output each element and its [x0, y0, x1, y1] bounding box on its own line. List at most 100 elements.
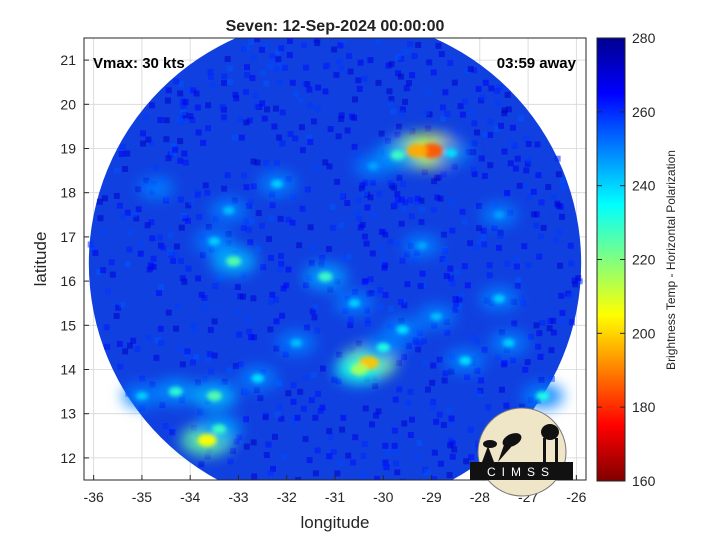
swath-speckle [398, 299, 405, 306]
swath-speckle [244, 389, 251, 396]
swath-speckle [554, 155, 561, 162]
swath-speckle [551, 193, 558, 200]
swath-speckle [559, 309, 566, 316]
swath-speckle [236, 434, 243, 441]
swath-speckle [418, 219, 425, 226]
swath-speckle [259, 70, 266, 77]
swath-speckle [524, 160, 531, 167]
swath-speckle [164, 97, 171, 104]
swath-speckle [398, 109, 405, 116]
x-tick-label: -31 [325, 489, 345, 505]
swath-speckle [262, 414, 269, 421]
swath-speckle [96, 198, 103, 205]
swath-speckle [526, 193, 533, 200]
convection-core-mark [376, 342, 391, 353]
swath-speckle [346, 52, 353, 59]
swath-speckle [476, 225, 483, 232]
swath-speckle [513, 263, 520, 270]
swath-speckle [464, 374, 471, 381]
swath-speckle [390, 108, 397, 115]
swath-speckle [548, 347, 555, 354]
swath-speckle [314, 38, 321, 40]
swath-speckle [226, 367, 233, 374]
time-away-annotation: 03:59 away [497, 55, 577, 72]
swath-speckle [493, 125, 500, 132]
swath-speckle [291, 482, 297, 488]
cimss-logo: CIMSS [470, 407, 573, 497]
swath-speckle [204, 189, 211, 196]
swath-speckle [471, 140, 478, 147]
swath-speckle [360, 472, 367, 479]
swath-speckle [124, 261, 131, 268]
swath-speckle [250, 439, 257, 446]
swath-speckle [393, 460, 400, 467]
y-tick-label: 15 [60, 317, 76, 333]
swath-speckle [195, 129, 202, 136]
y-tick-label: 12 [60, 450, 76, 466]
swath-speckle [250, 183, 257, 190]
swath-speckle [516, 182, 523, 189]
swath-speckle [208, 73, 215, 80]
swath-speckle [327, 433, 334, 440]
swath-speckle [265, 441, 272, 448]
swath-speckle [193, 354, 200, 361]
swath-speckle [126, 246, 133, 253]
swath-speckle [191, 327, 198, 334]
swath-speckle [379, 258, 386, 265]
swath-speckle [190, 322, 197, 329]
swath-speckle [119, 143, 126, 150]
swath-speckle [334, 470, 341, 477]
y-tick-label: 21 [60, 52, 76, 68]
swath-speckle [276, 79, 283, 86]
swath-speckle [156, 290, 163, 297]
swath-speckle [459, 208, 466, 215]
swath-speckle [473, 244, 480, 251]
swath-speckle [177, 90, 184, 97]
swath-speckle [131, 211, 138, 218]
swath-speckle [394, 469, 401, 476]
swath-speckle [364, 204, 371, 211]
swath-speckle [372, 383, 379, 390]
swath-speckle [566, 293, 573, 300]
swath-speckle [448, 199, 455, 206]
swath-speckle [92, 249, 99, 256]
swath-speckle [302, 64, 309, 71]
swath-speckle [442, 257, 449, 264]
swath-speckle [326, 428, 333, 435]
swath-speckle [177, 257, 184, 264]
swath-speckle [395, 359, 402, 366]
swath-speckle [172, 251, 179, 258]
swath-speckle [135, 206, 142, 213]
swath-speckle [387, 179, 394, 186]
convection-core-mark [502, 338, 515, 348]
swath-speckle [172, 146, 179, 153]
swath-speckle [185, 265, 192, 272]
swath-speckle [227, 79, 234, 86]
swath-speckle [548, 375, 555, 382]
swath-speckle [498, 122, 505, 129]
swath-speckle [252, 92, 259, 99]
swath-speckle [353, 209, 360, 216]
swath-speckle [486, 262, 493, 269]
swath-speckle [116, 340, 123, 347]
swath-speckle [267, 63, 274, 70]
swath-speckle [435, 42, 442, 49]
swath-speckle [347, 316, 354, 323]
swath-speckle [169, 429, 176, 436]
swath-speckle [403, 251, 410, 258]
swath-speckle [376, 191, 383, 198]
swath-speckle [278, 415, 285, 422]
swath-speckle [268, 215, 275, 222]
swath-speckle [272, 433, 279, 440]
swath-speckle [475, 390, 482, 397]
swath-speckle [297, 388, 304, 395]
swath-speckle [205, 224, 212, 231]
swath-speckle [307, 138, 314, 145]
swath-speckle [382, 442, 389, 449]
convection-core-mark [197, 433, 217, 447]
swath-speckle [165, 87, 172, 94]
swath-speckle [467, 426, 474, 433]
swath-speckle [156, 234, 163, 241]
swath-speckle [285, 266, 292, 273]
